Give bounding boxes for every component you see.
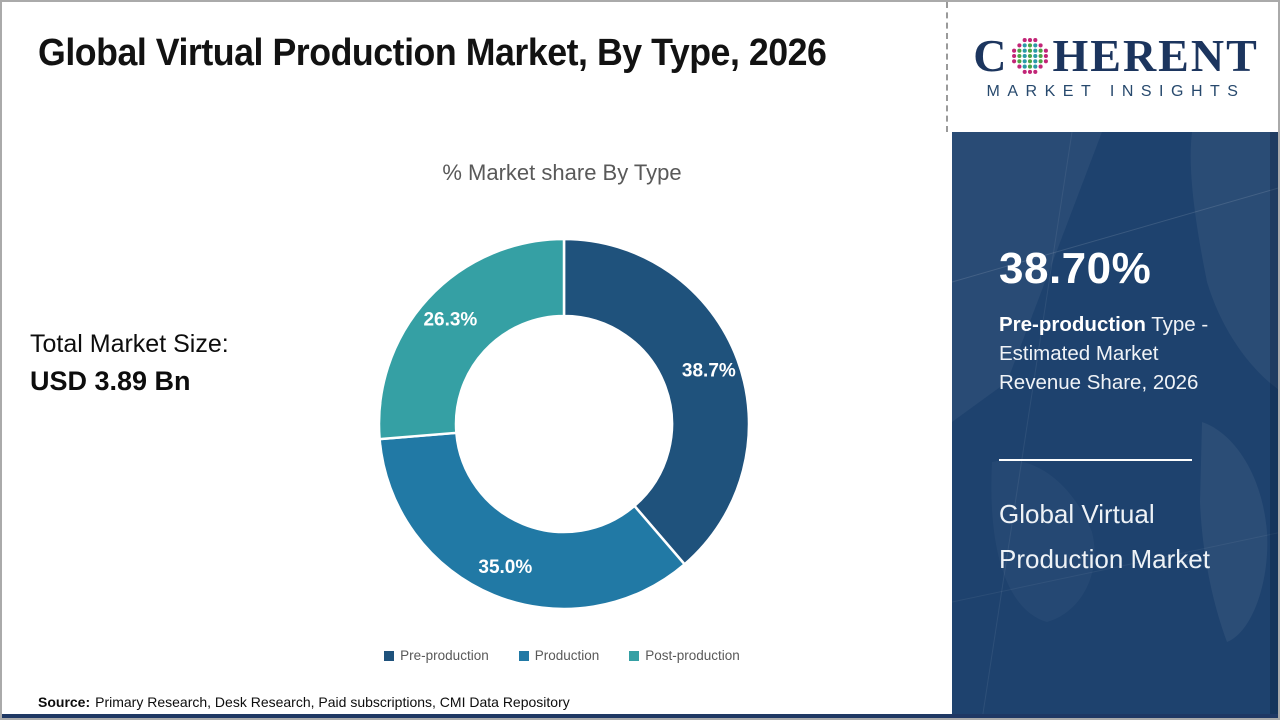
donut-chart: 38.7% 35.0% 26.3% bbox=[377, 237, 751, 611]
highlight-percent: 38.70% bbox=[999, 244, 1152, 293]
source-line: Source: Primary Research, Desk Research, … bbox=[38, 694, 570, 710]
logo-letters-herent: HERENT bbox=[1052, 30, 1259, 81]
highlight-segment-name: Pre-production bbox=[999, 313, 1146, 336]
legend-marker-icon bbox=[518, 650, 529, 661]
legend-label: Post-production bbox=[645, 648, 740, 663]
legend-item-production: Production bbox=[518, 648, 600, 663]
bottom-accent-bar bbox=[2, 714, 1278, 718]
logo-letter-c: C bbox=[973, 30, 1009, 81]
legend-marker-icon bbox=[384, 650, 395, 661]
highlight-description-rest: Type - Estimated Market Revenue Share, 2… bbox=[999, 313, 1209, 394]
slice-label-post-production: 26.3% bbox=[423, 309, 477, 330]
logo-dashed-divider bbox=[946, 2, 948, 132]
total-market-size-label: Total Market Size: bbox=[30, 330, 229, 358]
legend-label: Pre-production bbox=[400, 648, 489, 663]
sidebar-market-title: Global Virtual Production Market bbox=[999, 499, 1210, 574]
brand-logo: C HERENT MARKET INSIGHTS bbox=[952, 2, 1278, 132]
page-title: Global Virtual Production Market, By Typ… bbox=[38, 32, 827, 74]
slice-label-pre-production: 38.7% bbox=[682, 360, 736, 381]
dot-globe-icon bbox=[1012, 38, 1049, 74]
highlight-description: Pre-production Type - Estimated Market R… bbox=[999, 310, 1224, 397]
total-market-size-block: Total Market Size: USD 3.89 Bn bbox=[30, 326, 229, 400]
logo-subtitle: MARKET INSIGHTS bbox=[986, 83, 1246, 100]
legend-label: Production bbox=[534, 648, 600, 663]
legend-marker-icon bbox=[629, 650, 640, 661]
total-market-size-value: USD 3.89 Bn bbox=[30, 366, 191, 396]
legend-item-pre-production: Pre-production bbox=[384, 648, 489, 663]
donut-slice-post-production bbox=[377, 237, 566, 441]
sidebar-panel: 38.70% Pre-production Type - Estimated M… bbox=[952, 132, 1278, 718]
chart-legend: Pre-production Production Post-production bbox=[102, 648, 1022, 663]
slice-label-production: 35.0% bbox=[478, 557, 532, 578]
world-map-texture bbox=[952, 132, 1278, 718]
donut-slice-pre-production bbox=[562, 237, 751, 567]
donut-slice-production bbox=[378, 431, 687, 611]
sidebar-divider-line bbox=[999, 459, 1192, 461]
source-label: Source: bbox=[38, 694, 91, 710]
source-text: Primary Research, Desk Research, Paid su… bbox=[95, 694, 570, 710]
chart-title: % Market share By Type bbox=[442, 160, 682, 185]
legend-item-post-production: Post-production bbox=[629, 648, 740, 663]
logo-wordmark: C HERENT bbox=[973, 33, 1259, 79]
